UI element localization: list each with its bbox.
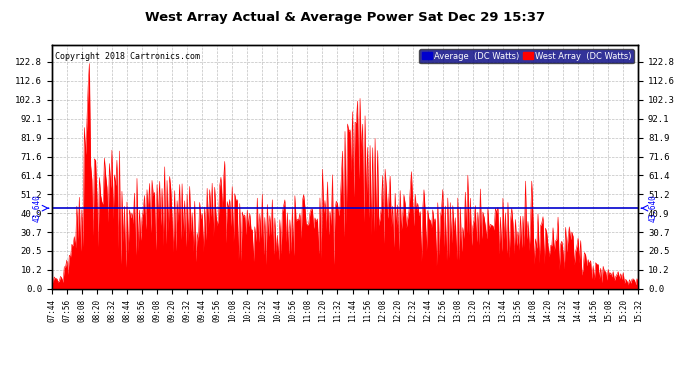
Text: West Array Actual & Average Power Sat Dec 29 15:37: West Array Actual & Average Power Sat De… bbox=[145, 11, 545, 24]
Text: Copyright 2018 Cartronics.com: Copyright 2018 Cartronics.com bbox=[55, 53, 199, 61]
Legend: Average  (DC Watts), West Array  (DC Watts): Average (DC Watts), West Array (DC Watts… bbox=[419, 49, 634, 63]
Text: 43.640: 43.640 bbox=[32, 194, 41, 222]
Text: 43.640: 43.640 bbox=[649, 194, 658, 222]
